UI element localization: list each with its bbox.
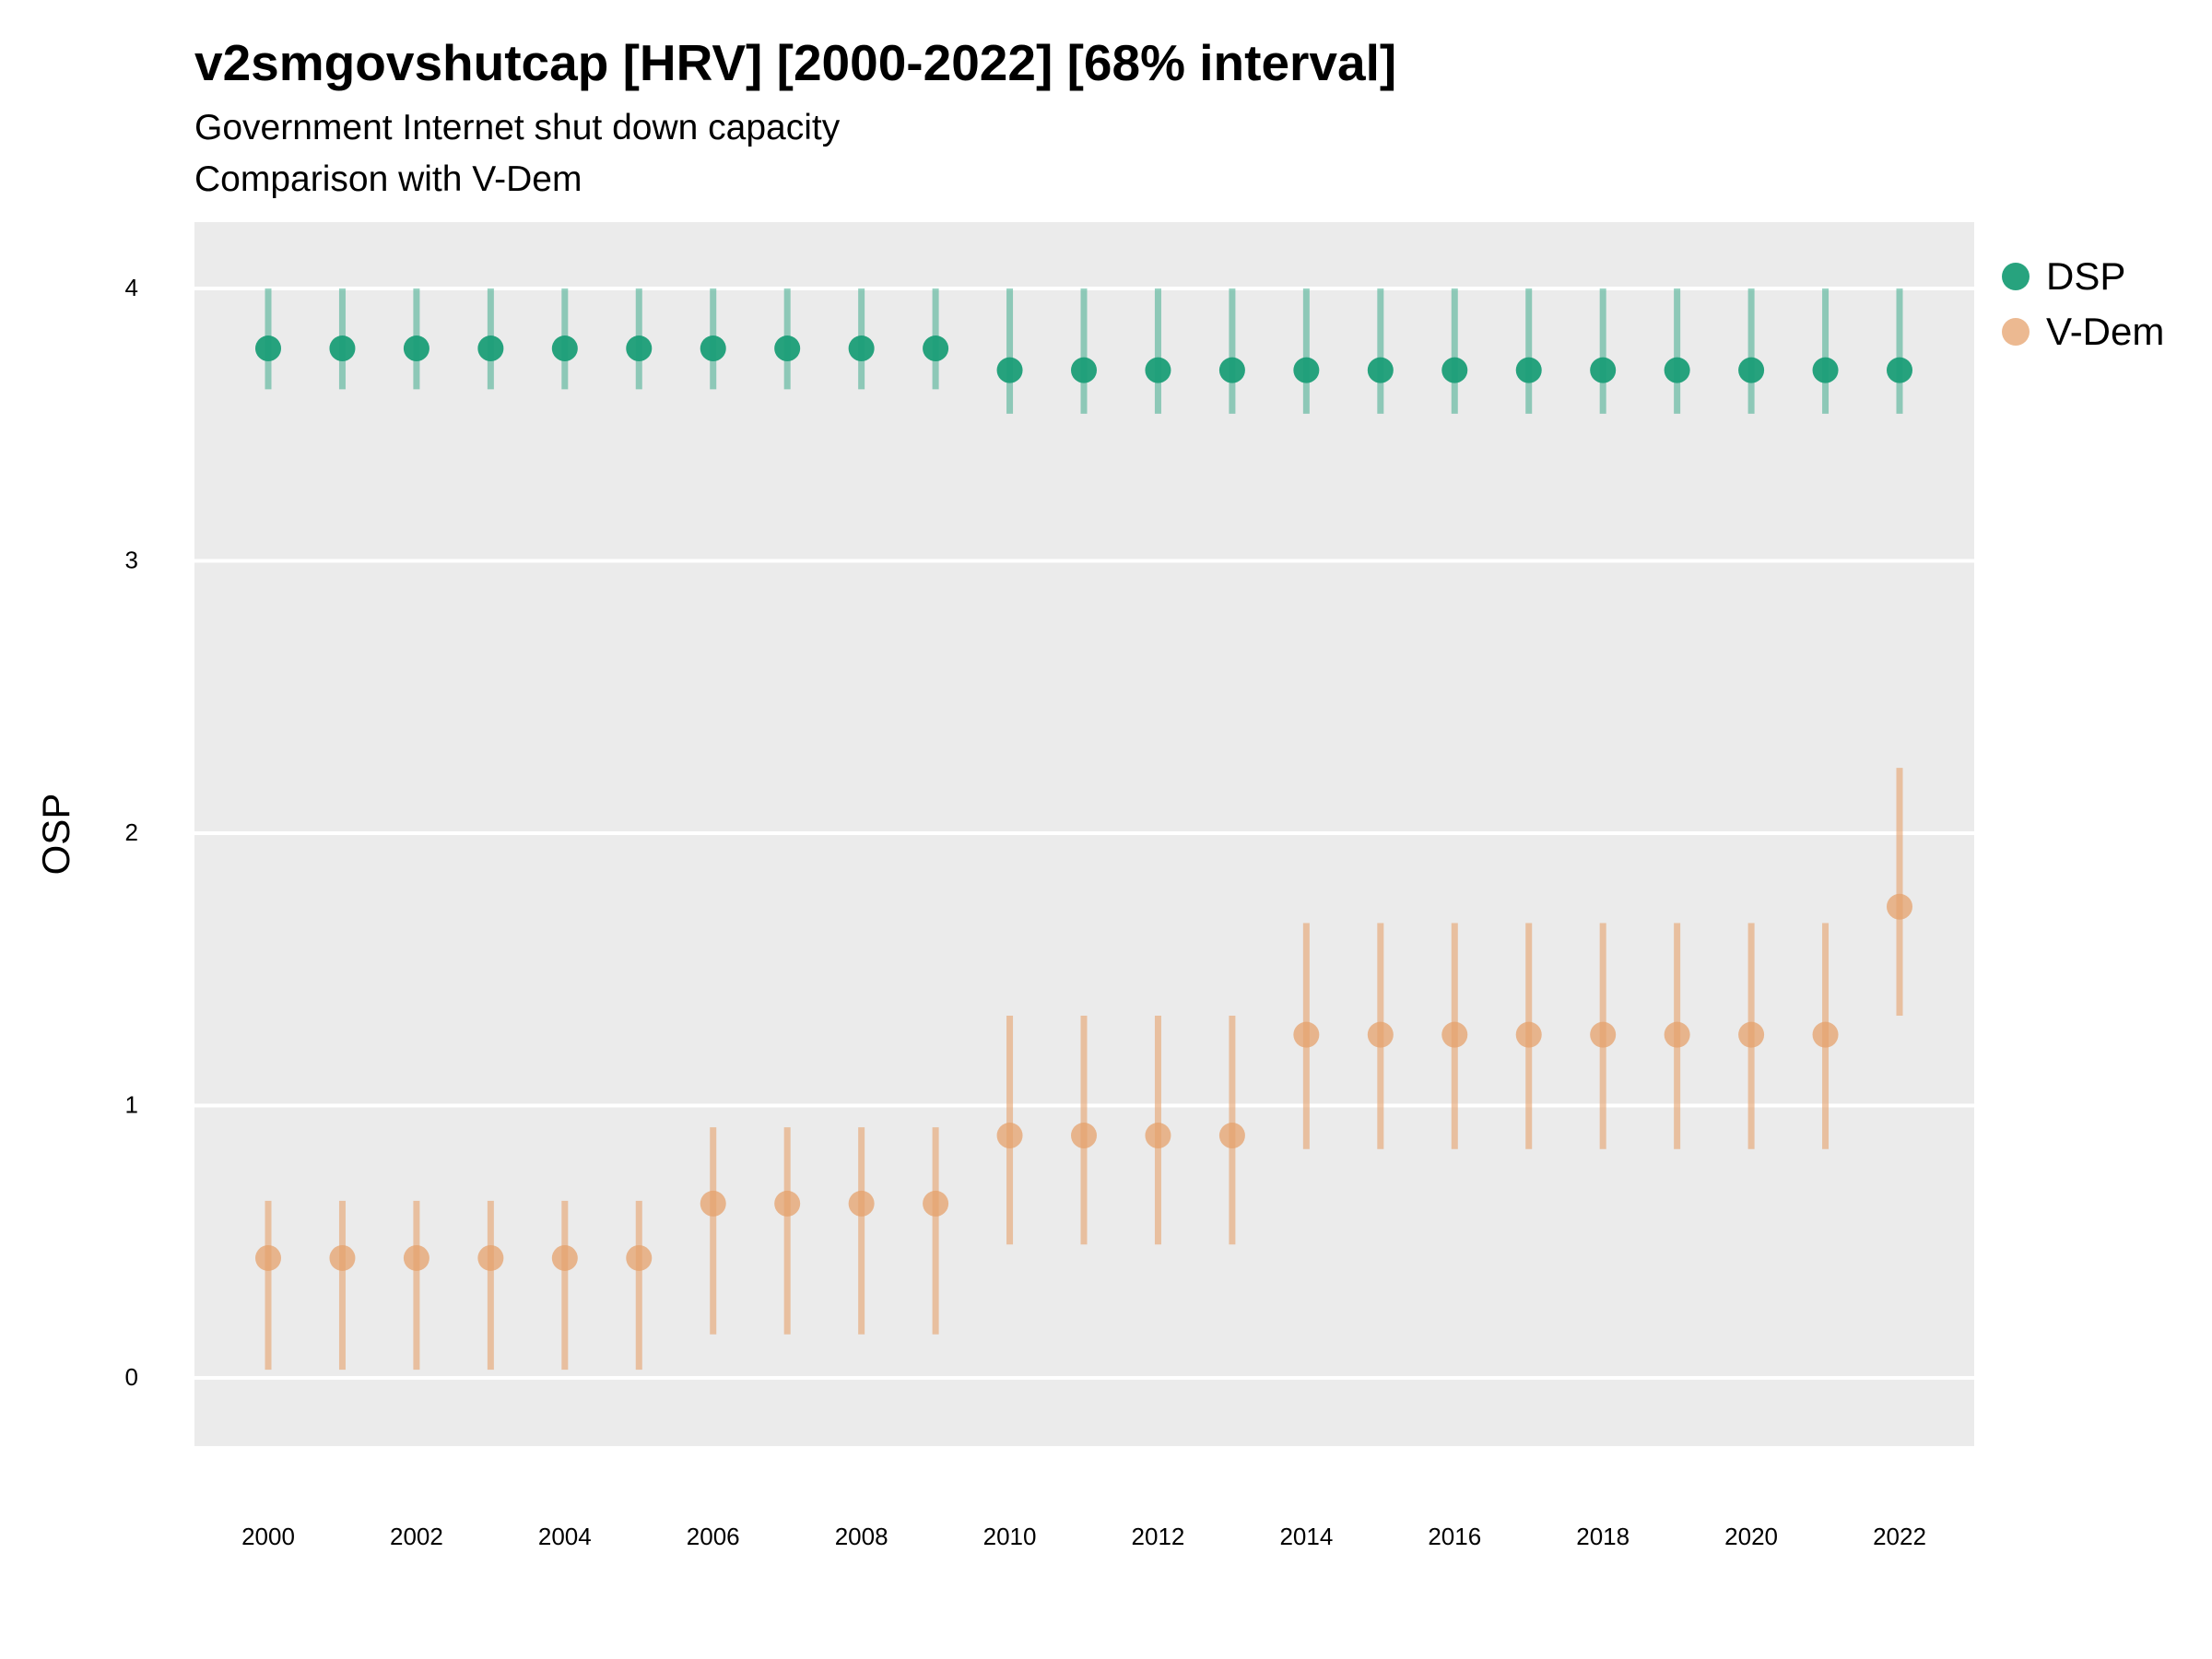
point-v-dem-2018 <box>1590 1021 1617 1048</box>
point-dsp-2018 <box>1590 357 1617 383</box>
x-tick-label-2004: 2004 <box>538 1523 592 1550</box>
point-dsp-2010 <box>996 357 1023 383</box>
point-v-dem-2022 <box>1887 893 1912 920</box>
legend: DSP V-Dem <box>2002 249 2164 359</box>
point-v-dem-2010 <box>996 1123 1023 1149</box>
y-tick-label-2: 2 <box>125 818 138 846</box>
y-axis-label: OSP <box>34 794 77 876</box>
point-v-dem-2020 <box>1738 1021 1765 1048</box>
point-dsp-2001 <box>329 335 356 362</box>
legend-label-dsp: DSP <box>2046 254 2126 298</box>
point-v-dem-2012 <box>1145 1123 1171 1149</box>
point-v-dem-2013 <box>1218 1123 1245 1149</box>
point-dsp-2019 <box>1664 357 1690 383</box>
point-v-dem-2016 <box>1441 1021 1468 1048</box>
point-dsp-2003 <box>477 335 504 362</box>
point-dsp-2020 <box>1738 357 1765 383</box>
point-v-dem-2004 <box>551 1244 578 1271</box>
point-v-dem-2007 <box>774 1190 801 1217</box>
point-dsp-2012 <box>1145 357 1171 383</box>
legend-item-dsp: DSP <box>2002 249 2164 304</box>
x-tick-label-2012: 2012 <box>1132 1523 1185 1550</box>
legend-swatch-dsp <box>2002 263 2030 290</box>
point-v-dem-2019 <box>1664 1021 1690 1048</box>
point-dsp-2002 <box>403 335 429 362</box>
series-v-dem <box>255 768 1912 1371</box>
x-tick-label-2016: 2016 <box>1428 1523 1481 1550</box>
point-v-dem-2014 <box>1293 1021 1320 1048</box>
point-dsp-2022 <box>1887 357 1912 383</box>
point-v-dem-2009 <box>923 1190 949 1217</box>
x-tick-label-2002: 2002 <box>390 1523 443 1550</box>
y-tick-label-4: 4 <box>125 274 138 301</box>
x-tick-label-2022: 2022 <box>1873 1523 1926 1550</box>
series-dsp <box>255 288 1912 414</box>
point-v-dem-2017 <box>1515 1021 1542 1048</box>
y-axis-ticks: 0 1 2 3 4 <box>125 274 138 1391</box>
point-dsp-2015 <box>1367 357 1394 383</box>
legend-swatch-vdem <box>2002 318 2030 346</box>
point-dsp-2005 <box>626 335 653 362</box>
chart-subtitle-line1: Government Internet shut down capacity <box>194 108 841 147</box>
x-axis-ticks: 2000 2002 2004 2006 2008 2010 2012 2014 2016 2018… <box>241 1523 1926 1550</box>
point-dsp-2009 <box>923 335 949 362</box>
x-tick-label-2000: 2000 <box>241 1523 295 1550</box>
legend-label-vdem: V-Dem <box>2046 310 2165 353</box>
point-v-dem-2015 <box>1367 1021 1394 1048</box>
point-dsp-2007 <box>774 335 801 362</box>
point-v-dem-2002 <box>403 1244 429 1271</box>
point-v-dem-2005 <box>626 1244 653 1271</box>
point-v-dem-2006 <box>700 1190 726 1217</box>
x-tick-label-2020: 2020 <box>1724 1523 1778 1550</box>
x-tick-label-2014: 2014 <box>1279 1523 1333 1550</box>
point-v-dem-2008 <box>848 1190 875 1217</box>
point-dsp-2000 <box>255 335 281 362</box>
point-v-dem-2011 <box>1071 1123 1097 1149</box>
point-dsp-2006 <box>700 335 726 362</box>
chart-subtitle-line2: Comparison with V-Dem <box>194 159 582 199</box>
point-dsp-2017 <box>1515 357 1542 383</box>
x-tick-label-2010: 2010 <box>983 1523 1037 1550</box>
chart-title: v2smgovshutcap [HRV] [2000-2022] [68% in… <box>194 34 1397 91</box>
x-tick-label-2006: 2006 <box>687 1523 740 1550</box>
legend-item-vdem: V-Dem <box>2002 304 2164 359</box>
data-marks <box>255 288 1912 1371</box>
point-v-dem-2021 <box>1812 1021 1839 1048</box>
point-dsp-2008 <box>848 335 875 362</box>
point-v-dem-2001 <box>329 1244 356 1271</box>
point-dsp-2011 <box>1071 357 1097 383</box>
point-dsp-2016 <box>1441 357 1468 383</box>
point-dsp-2021 <box>1812 357 1839 383</box>
point-v-dem-2000 <box>255 1244 281 1271</box>
point-dsp-2014 <box>1293 357 1320 383</box>
y-tick-label-1: 1 <box>125 1091 138 1119</box>
x-tick-label-2018: 2018 <box>1576 1523 1630 1550</box>
point-dsp-2004 <box>551 335 578 362</box>
point-v-dem-2003 <box>477 1244 504 1271</box>
point-dsp-2013 <box>1218 357 1245 383</box>
x-tick-label-2008: 2008 <box>835 1523 888 1550</box>
y-tick-label-3: 3 <box>125 547 138 574</box>
y-tick-label-0: 0 <box>125 1363 138 1391</box>
